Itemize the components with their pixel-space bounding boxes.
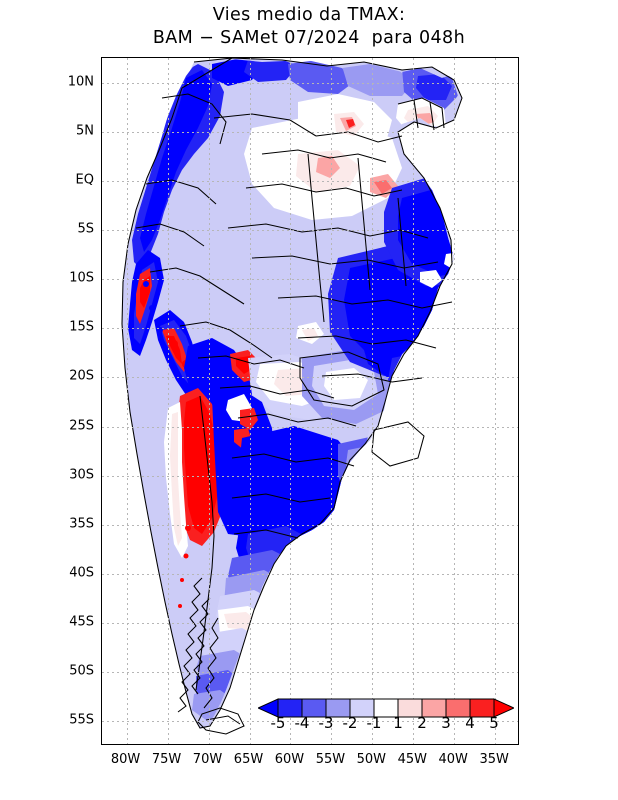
- ytick-label-10s: 10S: [69, 270, 94, 286]
- gridline-vertical: [372, 58, 374, 744]
- xtick-label-60w: 60W: [274, 752, 305, 767]
- ytick-mark: [101, 328, 102, 330]
- ytick-label-20s: 20S: [69, 368, 94, 384]
- ytick-label-35s: 35S: [69, 516, 94, 532]
- ytick-label-50s: 50S: [69, 663, 94, 679]
- ytick-label-45s: 45S: [69, 614, 94, 630]
- gridline-vertical: [249, 58, 251, 744]
- xtick-mark: [250, 744, 252, 745]
- xtick-label-80w: 80W: [110, 752, 141, 767]
- colorbar-tick-labels: -5 -4 -3 -2 -1 1 2 3 4 5: [258, 714, 514, 736]
- xtick-mark: [413, 744, 415, 745]
- gridline-horizontal: [102, 672, 518, 674]
- ytick-label-5n: 5N: [76, 123, 94, 139]
- colorbar-tick: 3: [441, 714, 451, 732]
- gridline-vertical: [167, 58, 169, 744]
- ytick-mark: [101, 83, 102, 85]
- xtick-label-50w: 50W: [356, 752, 386, 767]
- gridline-horizontal: [102, 623, 518, 625]
- colorbar-swatches: [258, 698, 514, 718]
- ytick-label-55s: 55S: [69, 712, 94, 728]
- gridline-horizontal: [102, 230, 518, 231]
- ytick-mark: [101, 279, 102, 281]
- gridline-horizontal: [102, 426, 518, 428]
- gridline-vertical: [454, 58, 456, 744]
- gridline-vertical: [208, 58, 210, 744]
- xtick-mark: [331, 744, 333, 745]
- xtick-mark: [454, 744, 456, 745]
- xtick-mark: [290, 744, 292, 745]
- xtick-label-70w: 70W: [192, 752, 223, 767]
- ytick-mark: [101, 181, 102, 183]
- ytick-mark: [101, 623, 102, 625]
- xtick-mark: [372, 744, 374, 745]
- gridline-horizontal: [102, 524, 518, 526]
- xtick-label-55w: 55W: [315, 752, 346, 767]
- gridline-vertical: [290, 58, 292, 744]
- map-plot-area: [101, 57, 519, 745]
- colorbar-tick: 1: [393, 714, 403, 732]
- gridline-vertical: [126, 58, 128, 744]
- ytick-mark: [101, 672, 102, 674]
- ytick-mark: [101, 427, 102, 429]
- ytick-label-eq: EQ: [75, 172, 94, 188]
- ytick-label-15s: 15S: [69, 319, 94, 335]
- colorbar-tick: -2: [342, 714, 358, 732]
- map-canvas: [102, 58, 518, 744]
- tmax-bias-map: [102, 58, 518, 744]
- xtick-label-65w: 65W: [233, 752, 264, 767]
- gridline-horizontal: [102, 475, 518, 477]
- gridline-vertical: [413, 58, 415, 744]
- gridline-vertical: [495, 58, 497, 744]
- ytick-mark: [101, 476, 102, 478]
- gridline-horizontal: [102, 574, 518, 575]
- page-title: Vies medio da TMAX: BAM − SAMet 07/2024 …: [0, 4, 618, 50]
- title-line-1: Vies medio da TMAX:: [212, 5, 406, 25]
- xtick-label-75w: 75W: [151, 752, 182, 767]
- ytick-mark: [101, 132, 102, 134]
- xtick-label-35w: 35W: [479, 752, 509, 767]
- colorbar-tick: 5: [489, 714, 499, 732]
- xtick-mark: [168, 744, 170, 745]
- colorbar-tick: 2: [417, 714, 427, 732]
- gridline-vertical: [331, 58, 333, 744]
- gridline-horizontal: [102, 377, 518, 379]
- xtick-label-45w: 45W: [397, 752, 427, 767]
- xtick-mark: [495, 744, 497, 745]
- gridline-horizontal: [102, 131, 518, 133]
- colorbar[interactable]: [258, 698, 514, 718]
- colorbar-tick: -4: [294, 714, 310, 732]
- ytick-label-25s: 25S: [69, 418, 94, 434]
- colorbar-tick: 4: [465, 714, 475, 732]
- colorbar-tick: -5: [270, 714, 286, 732]
- ytick-label-5s: 5S: [77, 221, 94, 237]
- ytick-label-10n: 10N: [67, 74, 94, 90]
- gridline-horizontal: [102, 279, 518, 281]
- country-borders: [121, 58, 463, 735]
- ytick-mark: [101, 230, 102, 232]
- ytick-label-30s: 30S: [69, 467, 94, 483]
- ytick-mark: [101, 525, 102, 527]
- title-line-2: BAM − SAMet 07/2024 para 048h: [152, 28, 466, 48]
- ytick-mark: [101, 574, 102, 576]
- ytick-mark: [101, 721, 102, 723]
- colorbar-tick: -3: [318, 714, 334, 732]
- colorbar-tick: -1: [366, 714, 382, 732]
- gridline-horizontal: [102, 82, 518, 84]
- ytick-mark: [101, 377, 102, 379]
- gridline-horizontal: [102, 180, 518, 182]
- gridline-horizontal: [102, 721, 518, 723]
- xtick-label-40w: 40W: [438, 752, 468, 767]
- xtick-mark: [127, 744, 129, 745]
- gridline-horizontal: [102, 328, 518, 330]
- xtick-mark: [209, 744, 211, 745]
- ytick-label-40s: 40S: [69, 565, 94, 581]
- colorbar-over-arrow: [493, 698, 514, 718]
